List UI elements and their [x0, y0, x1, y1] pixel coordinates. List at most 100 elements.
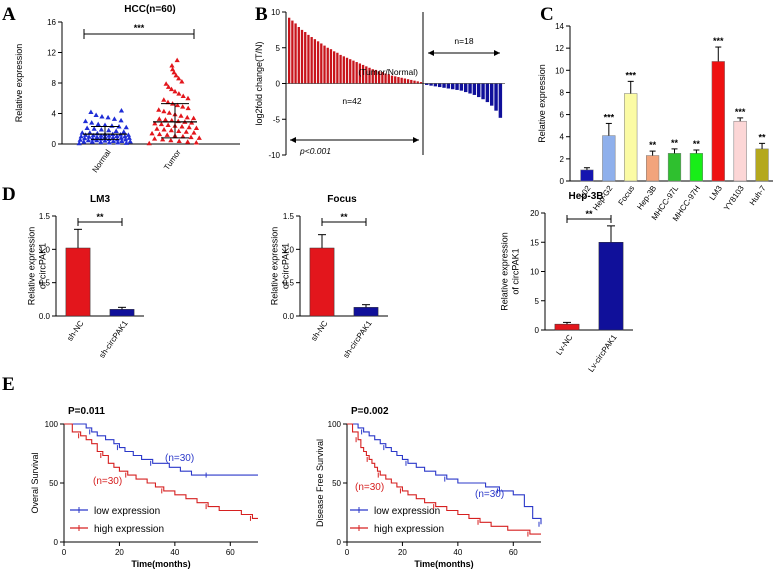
tumor-point	[146, 140, 152, 146]
normal-point	[98, 133, 104, 138]
significance-stars: **	[340, 212, 348, 222]
up-bar	[333, 51, 336, 84]
up-bar	[358, 63, 362, 84]
normal-point	[81, 139, 87, 144]
panel-e-disease-free-survival-chart: 0 50 100 Disease Free Survival 0 20 40 60 Time(m…	[315, 406, 542, 569]
y-tick-label: 5	[276, 44, 281, 53]
tumor-point	[161, 97, 167, 102]
down-bar	[455, 83, 459, 90]
normal-point	[118, 135, 124, 140]
y-axis-label: Relative expressionof circPAK1	[27, 227, 48, 306]
y-tick-label: 12	[555, 44, 564, 53]
tumor-point	[165, 84, 172, 89]
low-expression-curve	[64, 423, 258, 476]
bar	[109, 309, 135, 317]
y-tick-label: 6	[560, 111, 565, 120]
y-axis-label: Overal Survival	[30, 452, 40, 513]
tumor-point	[156, 107, 162, 112]
tumor-point	[168, 137, 174, 143]
tumor-point	[162, 117, 169, 122]
chart-title: HCC(n=60)	[124, 4, 175, 15]
down-bar	[442, 83, 446, 88]
legend-label-low: low expression	[94, 506, 160, 517]
up-bar	[323, 45, 326, 84]
down-bar	[481, 83, 485, 100]
legend-label-high: high expression	[374, 524, 444, 535]
ratio-annotation: (Tumor/Normal)	[358, 67, 418, 77]
normal-point	[122, 133, 128, 139]
y-tick-label: 10	[530, 268, 539, 277]
normal-point	[95, 121, 101, 127]
arrow-head-left	[290, 137, 296, 143]
tumor-point	[188, 134, 194, 140]
tumor-point	[168, 86, 175, 92]
low-expression-curve	[347, 423, 542, 525]
y-tick-label: 12	[47, 49, 56, 58]
normal-point	[102, 122, 108, 127]
tumor-point	[185, 139, 191, 144]
category-label: Normal	[90, 148, 112, 174]
down-bar	[438, 83, 442, 88]
y-axis-label: Relative expressionof circPAK1	[270, 227, 291, 306]
up-bar	[419, 82, 423, 84]
y-tick-label: 14	[555, 22, 564, 31]
normal-point	[89, 139, 95, 144]
p-value: P=0.002	[351, 406, 389, 417]
tumor-point	[165, 122, 171, 127]
tumor-point	[193, 125, 200, 130]
down-bar	[464, 83, 468, 93]
x-axis-label: Time(months)	[414, 559, 473, 569]
y-tick-label: 0	[560, 177, 565, 186]
tumor-point	[179, 123, 185, 129]
tumor-point	[186, 124, 192, 130]
cell-line-bar	[689, 153, 703, 182]
y-tick-label: 1.5	[283, 212, 295, 221]
panel-b-waterfall-chart: -10 -5 0 5 10 log2fold change(T/N) (Tumor/Norm…	[254, 8, 505, 160]
tumor-point	[176, 75, 182, 81]
normal-point	[119, 138, 125, 143]
y-tick-label: 0	[276, 80, 281, 89]
tumor-point	[174, 102, 181, 108]
n-up-annotation: n=42	[342, 96, 361, 106]
chart-title: Focus	[327, 194, 357, 205]
normal-point	[125, 132, 131, 137]
category-label: Tumor	[162, 148, 183, 172]
up-bar	[378, 71, 381, 84]
normal-point	[79, 130, 85, 135]
up-bar	[313, 39, 317, 84]
normal-point	[116, 123, 122, 129]
down-bar	[468, 83, 472, 94]
tumor-point	[156, 131, 163, 137]
tumor-point	[176, 138, 182, 143]
tumor-point	[151, 136, 158, 141]
significance-stars: ***	[713, 36, 724, 46]
tumor-point	[196, 135, 202, 140]
tumor-point	[152, 120, 158, 126]
tumor-point	[158, 121, 165, 127]
down-bar	[459, 83, 464, 91]
tumor-point	[166, 110, 172, 115]
normal-point	[82, 118, 89, 124]
category-label: Hep-3B	[635, 184, 658, 211]
down-bar	[451, 83, 455, 90]
tumor-point	[163, 81, 169, 86]
low-n-label: (n=30)	[165, 453, 194, 464]
tumor-point	[183, 129, 189, 134]
panel-label-b: B	[255, 4, 268, 25]
high-expression-curve	[64, 423, 258, 519]
y-tick-label: 0	[54, 538, 59, 547]
up-bar	[345, 57, 349, 84]
up-bar	[416, 81, 419, 84]
significance-stars: **	[649, 140, 657, 150]
arrow-head-left	[428, 50, 434, 56]
normal-point	[94, 134, 100, 140]
y-tick-label: 100	[45, 420, 59, 429]
down-bar	[472, 83, 477, 95]
tumor-point	[178, 113, 184, 118]
panel-e-overall-survival-chart: 0 50 100 Overal Survival 0 20 40 60 Time(months)…	[30, 406, 258, 569]
normal-point	[127, 138, 133, 144]
tumor-point	[171, 69, 177, 75]
y-tick-label: -5	[273, 115, 281, 124]
tumor-point	[161, 127, 167, 132]
down-bar	[485, 83, 490, 103]
